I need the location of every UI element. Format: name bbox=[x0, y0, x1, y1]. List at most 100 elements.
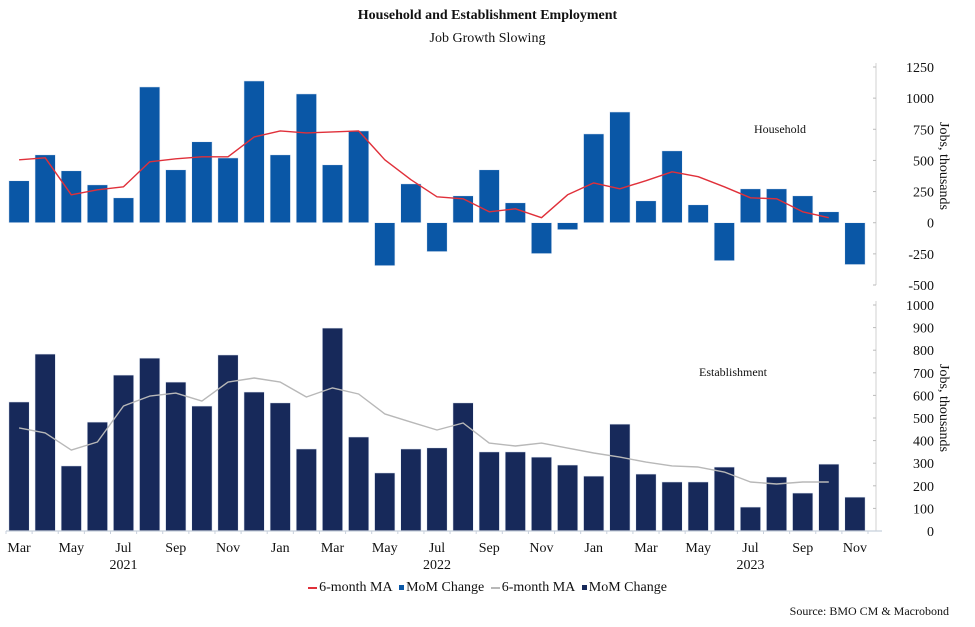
establishment-bar-5 bbox=[139, 357, 161, 532]
household-bar-25 bbox=[661, 150, 683, 224]
establishment-bar-18 bbox=[478, 451, 500, 532]
household-bar-29 bbox=[766, 188, 788, 224]
household-bar-12 bbox=[322, 164, 344, 224]
x-tick-label: Mar bbox=[634, 541, 658, 556]
x-tick-label: Nov bbox=[216, 541, 240, 556]
establishment-bar-15 bbox=[400, 448, 422, 532]
household-bar-4 bbox=[113, 197, 135, 224]
establishment-y-tick-label: 900 bbox=[913, 322, 934, 337]
household-y-tick-label: -250 bbox=[908, 248, 934, 263]
establishment-bar-11 bbox=[295, 448, 317, 532]
household-bar-7 bbox=[191, 141, 213, 224]
x-tick-label: Nov bbox=[843, 541, 867, 556]
establishment-y-tick-label: 400 bbox=[913, 435, 934, 450]
legend-label: 6-month MA bbox=[319, 580, 393, 595]
establishment-y-tick-label: 300 bbox=[913, 457, 934, 472]
establishment-bar-30 bbox=[792, 492, 814, 532]
household-bar-30 bbox=[792, 195, 814, 224]
establishment-bar-17 bbox=[452, 402, 474, 532]
household-y-tick-label: 1250 bbox=[906, 61, 934, 76]
household-y-tick-label: 1000 bbox=[906, 92, 934, 107]
establishment-bar-7 bbox=[191, 405, 213, 532]
x-year-label: 2022 bbox=[423, 558, 451, 573]
establishment-bar-25 bbox=[661, 481, 683, 532]
establishment-bar-3 bbox=[86, 421, 108, 532]
establishment-bar-26 bbox=[687, 481, 709, 532]
household-bar-2 bbox=[60, 170, 82, 224]
establishment-y-axis-title: Jobs, thousands bbox=[936, 364, 951, 452]
legend-item-household-mom: MoM Change bbox=[396, 580, 484, 596]
household-bar-10 bbox=[269, 154, 291, 224]
legend-label: MoM Change bbox=[588, 580, 667, 595]
x-year-label: 2023 bbox=[736, 558, 764, 573]
establishment-bar-22 bbox=[583, 475, 605, 532]
x-tick-label: Jan bbox=[584, 541, 603, 556]
establishment-bar-29 bbox=[766, 476, 788, 532]
establishment-y-tick-label: 100 bbox=[913, 502, 934, 517]
household-bar-28 bbox=[739, 188, 761, 224]
establishment-bar-10 bbox=[269, 402, 291, 532]
establishment-bar-16 bbox=[426, 447, 448, 532]
legend-swatch-red-line bbox=[308, 586, 318, 589]
household-bar-1 bbox=[34, 154, 56, 224]
x-tick-label: Sep bbox=[479, 541, 500, 556]
establishment-bar-9 bbox=[243, 391, 265, 532]
legend-swatch-navy-square bbox=[581, 585, 587, 591]
establishment-bar-14 bbox=[374, 472, 396, 532]
household-bar-6 bbox=[165, 169, 187, 224]
household-panel-label: Household bbox=[754, 122, 806, 136]
x-tick-label: Jul bbox=[115, 541, 131, 556]
household-bar-21 bbox=[557, 222, 579, 230]
legend-item-establishment-ma: 6-month MA bbox=[488, 580, 575, 596]
household-bar-0 bbox=[8, 180, 30, 224]
household-bar-20 bbox=[530, 222, 552, 254]
household-bar-27 bbox=[713, 222, 735, 262]
household-bar-18 bbox=[478, 169, 500, 224]
establishment-bar-28 bbox=[739, 506, 761, 532]
establishment-bar-27 bbox=[713, 466, 735, 532]
source-note: Source: BMO CM & Macrobond bbox=[789, 604, 949, 618]
establishment-bar-4 bbox=[113, 374, 135, 532]
establishment-bar-0 bbox=[8, 401, 30, 532]
legend-item-household-ma: 6-month MA bbox=[308, 580, 393, 596]
establishment-bar-31 bbox=[818, 463, 840, 532]
household-ma-line bbox=[19, 130, 829, 219]
x-tick-label: May bbox=[685, 541, 711, 556]
establishment-y-tick-label: 0 bbox=[927, 525, 934, 540]
household-bar-17 bbox=[452, 195, 474, 224]
establishment-bar-12 bbox=[322, 327, 344, 532]
chart-title: Household and Establishment Employment bbox=[357, 8, 618, 23]
legend: 6-month MA MoM Change 6-month MA MoM Cha… bbox=[0, 580, 975, 596]
establishment-y-tick-label: 500 bbox=[913, 412, 934, 427]
x-tick-label: May bbox=[372, 541, 398, 556]
establishment-y-tick-label: 1000 bbox=[906, 299, 934, 314]
x-tick-label: Mar bbox=[321, 541, 345, 556]
x-tick-label: Nov bbox=[529, 541, 553, 556]
household-bar-11 bbox=[295, 93, 317, 224]
household-y-tick-label: 750 bbox=[913, 123, 934, 138]
establishment-panel-label: Establishment bbox=[699, 365, 768, 379]
household-bar-19 bbox=[504, 202, 526, 224]
household-bar-15 bbox=[400, 183, 422, 224]
establishment-bar-20 bbox=[530, 456, 552, 532]
household-bar-26 bbox=[687, 204, 709, 224]
establishment-bar-1 bbox=[34, 353, 56, 532]
establishment-bar-2 bbox=[60, 465, 82, 532]
household-bar-13 bbox=[348, 130, 370, 224]
x-tick-label: Sep bbox=[165, 541, 186, 556]
household-bar-22 bbox=[583, 133, 605, 224]
x-year-label: 2021 bbox=[110, 558, 138, 573]
household-y-tick-label: 500 bbox=[913, 154, 934, 169]
establishment-ma-line bbox=[18, 377, 829, 485]
legend-swatch-blue-square bbox=[399, 585, 405, 591]
establishment-y-tick-label: 800 bbox=[913, 344, 934, 359]
x-tick-label: Jul bbox=[742, 541, 758, 556]
household-bar-9 bbox=[243, 80, 265, 224]
establishment-y-tick-label: 600 bbox=[913, 389, 934, 404]
x-tick-label: Mar bbox=[7, 541, 31, 556]
household-y-axis-title: Jobs, thousands bbox=[936, 122, 951, 210]
establishment-bar-24 bbox=[635, 473, 657, 532]
establishment-bar-21 bbox=[557, 464, 579, 532]
household-y-tick-label: 250 bbox=[913, 186, 934, 201]
